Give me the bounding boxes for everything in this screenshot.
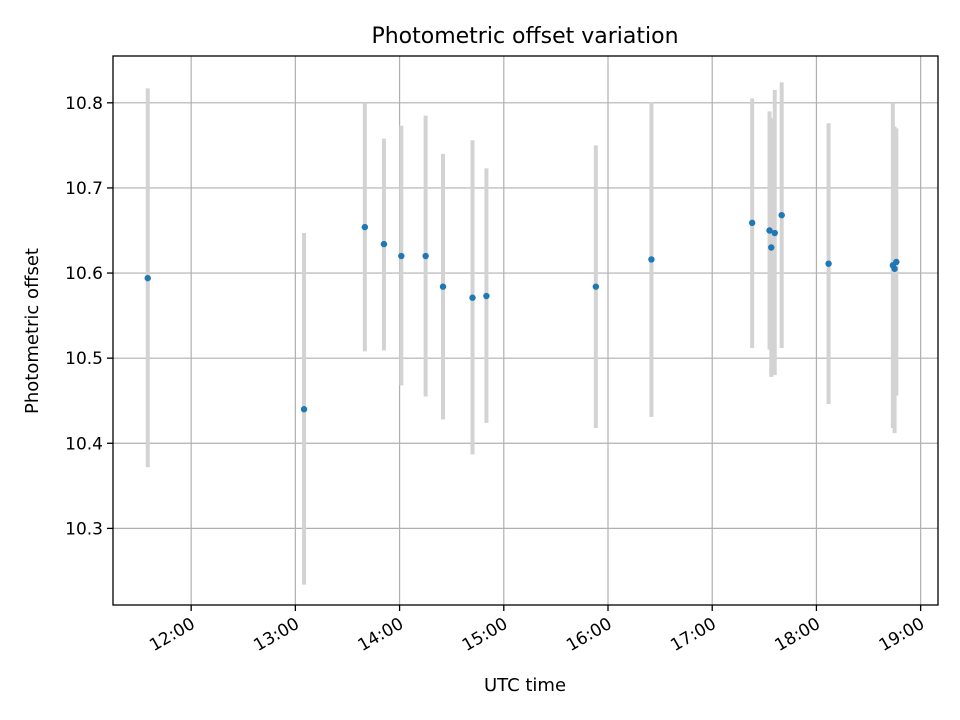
y-tick-label: 10.4 <box>65 434 103 454</box>
data-point <box>144 274 151 282</box>
y-axis-label: Photometric offset <box>22 248 43 414</box>
data-point <box>648 256 655 263</box>
x-tick-label: 18:00 <box>771 614 823 656</box>
x-tick-label: 19:00 <box>876 614 928 656</box>
data-point <box>439 283 447 290</box>
x-tick-label: 12:00 <box>146 614 198 656</box>
data-point <box>771 229 778 237</box>
x-tick-label: 14:00 <box>355 614 407 656</box>
x-tick-label: 16:00 <box>563 614 615 656</box>
y-tick-label: 10.3 <box>65 519 103 539</box>
data-point <box>361 223 369 231</box>
data-point <box>380 240 388 248</box>
data-point <box>483 292 490 300</box>
x-tick-label: 17:00 <box>667 614 719 656</box>
data-point <box>422 252 429 260</box>
data-point <box>778 211 785 219</box>
grid-lines <box>113 56 938 605</box>
x-axis-label: UTC time <box>484 675 566 696</box>
error-bars <box>145 82 899 585</box>
y-tick-label: 10.6 <box>65 264 103 284</box>
data-point <box>398 252 405 260</box>
x-tick-label: 15:00 <box>459 614 511 656</box>
plot-frame <box>112 55 939 606</box>
data-point <box>893 258 900 266</box>
data-point <box>825 260 832 267</box>
chart-title: Photometric offset variation <box>371 24 678 49</box>
y-tick-label: 10.8 <box>65 94 103 114</box>
data-point <box>592 283 600 290</box>
data-point <box>766 227 773 234</box>
y-tick-label: 10.5 <box>65 349 103 369</box>
x-axis-ticks: 12:00 13:00 14:00 15:00 16:00 17:00 18:00 19:00 <box>146 605 928 656</box>
data-points <box>144 211 900 413</box>
y-tick-label: 10.7 <box>65 179 103 199</box>
x-tick-label: 13:00 <box>250 614 302 656</box>
data-point <box>300 406 308 413</box>
data-point <box>748 219 756 227</box>
y-axis-ticks: 10.3 10.4 10.5 10.6 10.7 10.8 <box>65 94 113 539</box>
data-point <box>768 244 775 251</box>
data-point <box>891 265 898 272</box>
data-point <box>469 294 476 301</box>
